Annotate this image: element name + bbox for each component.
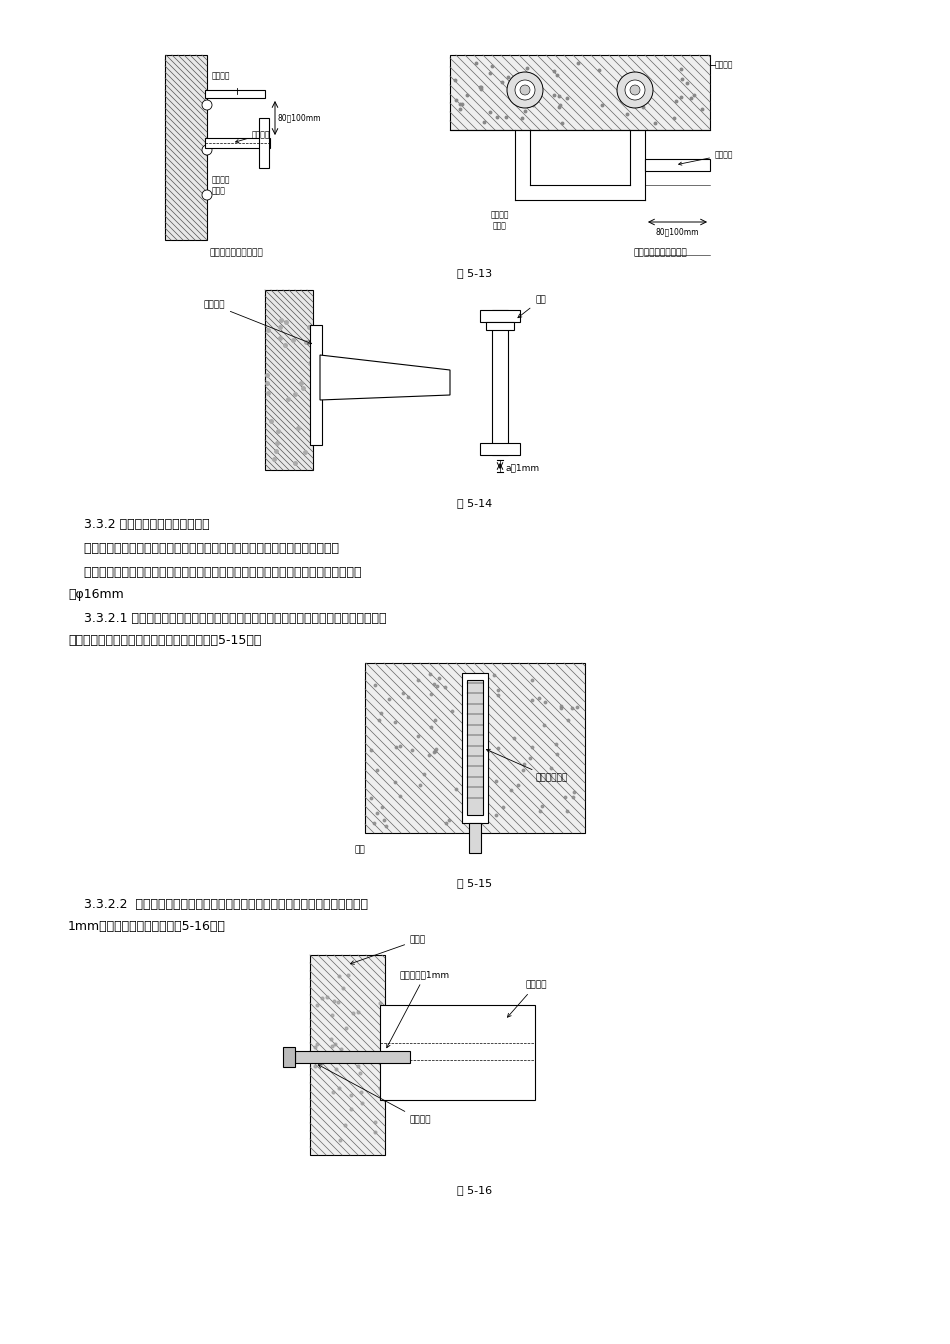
Text: 3.3.2.1 打膨胀螺栓孔，位置要准确且要垂直于墙面，深度要适当。一向以膨胀螺栓被: 3.3.2.1 打膨胀螺栓孔，位置要准确且要垂直于墙面，深度要适当。一向以膨胀螺… — [68, 612, 387, 625]
Text: 图 5-16: 图 5-16 — [458, 1185, 492, 1195]
Text: 梯厢导轨支架及基准线: 梯厢导轨支架及基准线 — [633, 249, 687, 257]
Text: 预埋铁板: 预埋铁板 — [715, 60, 733, 70]
Text: 80～100mm: 80～100mm — [278, 113, 321, 122]
Text: 1mm，然后用薄垫片垫实（图5-16）。: 1mm，然后用薄垫片垫实（图5-16）。 — [68, 921, 226, 933]
Text: 80～100mm: 80～100mm — [656, 227, 699, 237]
Circle shape — [202, 145, 212, 155]
Bar — [205, 90, 265, 98]
Circle shape — [630, 85, 640, 95]
Bar — [295, 1051, 410, 1063]
Text: 导轨: 导轨 — [518, 296, 545, 317]
Text: 导轨支架: 导轨支架 — [507, 981, 546, 1017]
Bar — [365, 663, 585, 833]
Text: 导轨支架: 导轨支架 — [678, 151, 733, 165]
Circle shape — [202, 99, 212, 110]
Circle shape — [520, 85, 530, 95]
Bar — [486, 323, 514, 331]
Text: 与墙距离
导轨架: 与墙距离 导轨架 — [212, 175, 231, 196]
Text: 梯井壁: 梯井壁 — [351, 935, 427, 964]
Bar — [283, 1047, 295, 1067]
Bar — [310, 956, 385, 1154]
Text: 图 5-14: 图 5-14 — [457, 499, 493, 508]
Bar — [380, 1005, 535, 1099]
Text: 固定后，护套外端面和墙壁表面相平为宜（图5-15）。: 固定后，护套外端面和墙壁表面相平为宜（图5-15）。 — [68, 634, 261, 646]
Bar — [645, 159, 710, 171]
Text: 3.3.2 用膨胀螺栓固定导轨支架：: 3.3.2 用膨胀螺栓固定导轨支架： — [68, 517, 210, 531]
Text: 垫片厚小于1mm: 垫片厚小于1mm — [387, 970, 450, 1048]
Bar — [492, 310, 508, 456]
Text: 于φ16mm: 于φ16mm — [68, 589, 124, 601]
Text: 预埋钢板: 预埋钢板 — [212, 71, 231, 81]
Bar — [310, 325, 322, 445]
Bar — [469, 823, 481, 853]
Text: 导轨支架: 导轨支架 — [203, 301, 312, 344]
Circle shape — [617, 73, 653, 108]
Text: 对重导轨支架及基准线: 对重导轨支架及基准线 — [209, 249, 263, 257]
Text: 膨胀螺栓: 膨胀螺栓 — [318, 1064, 431, 1125]
Bar — [205, 138, 270, 148]
Text: 混凝土电梯井壁没有预埋铁的情况多使用膨胀螺栓直接固定导轨支架的方法。: 混凝土电梯井壁没有预埋铁的情况多使用膨胀螺栓直接固定导轨支架的方法。 — [68, 542, 339, 555]
Text: 膨胀螺栓护套: 膨胀螺栓护套 — [486, 750, 567, 782]
Polygon shape — [320, 355, 450, 401]
Bar — [462, 673, 488, 823]
Bar — [480, 310, 520, 323]
Text: 图 5-15: 图 5-15 — [458, 878, 492, 888]
Text: 导轨支架: 导轨支架 — [236, 130, 271, 142]
Bar — [467, 680, 483, 814]
Circle shape — [202, 190, 212, 200]
Text: 图 5-13: 图 5-13 — [458, 267, 492, 278]
Bar — [165, 55, 207, 241]
Bar — [480, 444, 520, 456]
Text: 与墙距离
导轨架: 与墙距离 导轨架 — [491, 210, 509, 231]
Bar — [265, 290, 313, 470]
Text: 3.3.2.2  若墙面垂直误差较大，可局部剔修，使之和导轨支架接触面间隙不大于: 3.3.2.2 若墙面垂直误差较大，可局部剔修，使之和导轨支架接触面间隙不大于 — [68, 898, 368, 911]
Bar — [259, 118, 269, 168]
Bar — [450, 55, 710, 130]
Text: a＜1mm: a＜1mm — [505, 464, 540, 473]
Circle shape — [507, 73, 543, 108]
Circle shape — [625, 81, 645, 99]
Text: 使用的膨胀螺栓规格要符合电梯厂图纸要求。若厂家没有要求，膨胀螺栓的规格不小: 使用的膨胀螺栓规格要符合电梯厂图纸要求。若厂家没有要求，膨胀螺栓的规格不小 — [68, 566, 362, 579]
Circle shape — [515, 81, 535, 99]
Text: 墙面: 墙面 — [354, 845, 366, 853]
